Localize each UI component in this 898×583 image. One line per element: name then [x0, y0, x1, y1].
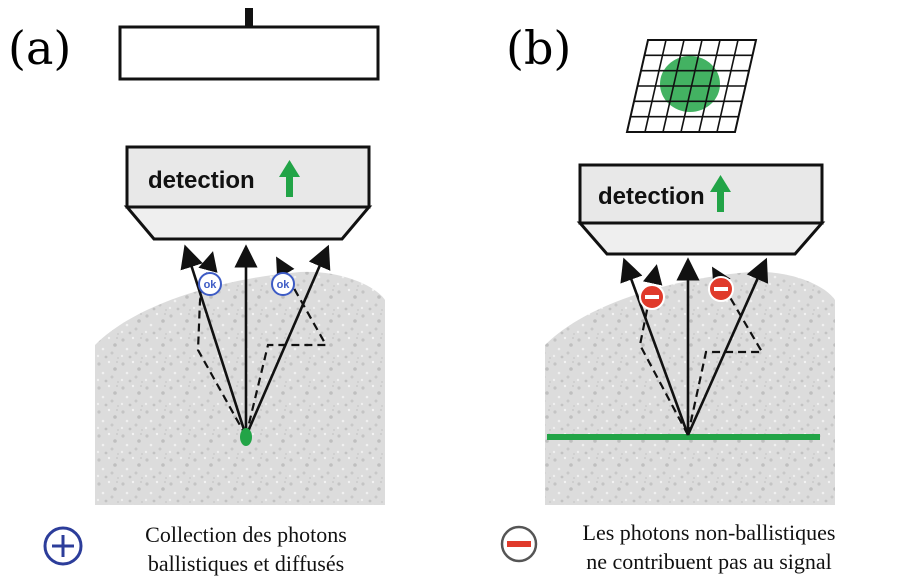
up-arrow-icon: [279, 160, 300, 197]
caption-b-line2: ne contribuent pas au signal: [586, 549, 832, 574]
panel-a-label: (a): [8, 21, 71, 75]
detector-box: [578, 163, 824, 225]
ballistic-rays: [180, 244, 331, 437]
detector-label: detection: [148, 167, 255, 194]
source-connector: [245, 8, 253, 28]
up-arrow-icon: [710, 175, 731, 212]
source-point: [240, 428, 252, 446]
light-source-box: [118, 25, 380, 81]
panel-b-label: (b): [506, 21, 571, 75]
plus-circle-icon: [43, 526, 83, 566]
detector-label: detection: [598, 183, 705, 210]
sensor-grid: [625, 39, 758, 133]
detector-box: [125, 145, 371, 209]
svg-text:ok: ok: [277, 279, 291, 291]
caption-a-line2: ballistiques et diffusés: [148, 551, 344, 576]
tissue-region: [545, 271, 835, 505]
minus-badge-icon: [708, 276, 734, 302]
minus-circle-icon: [500, 525, 538, 563]
ok-badge-icon: ok: [198, 272, 222, 296]
caption-b-line1: Les photons non-ballistiques: [583, 520, 836, 545]
minus-badge-icon: [639, 284, 665, 310]
caption-a-line1: Collection des photons: [145, 522, 347, 547]
panel-b: (b) detection: [500, 21, 836, 574]
detector-lens: [576, 221, 826, 256]
detector-lens: [123, 205, 373, 241]
tissue-region: [95, 271, 385, 505]
ok-badge-icon: ok: [271, 272, 295, 296]
ballistic-rays: [620, 257, 769, 436]
svg-text:ok: ok: [204, 279, 218, 291]
panel-a: (a) detection ok: [8, 8, 385, 576]
